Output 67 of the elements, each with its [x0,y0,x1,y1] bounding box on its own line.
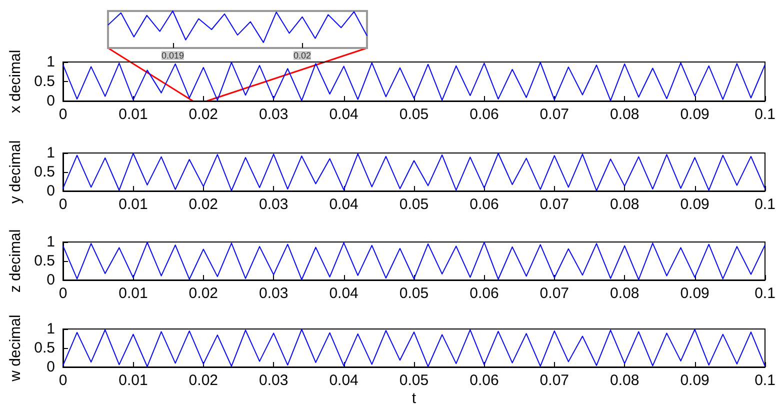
x-tick-label: 0.01 [118,196,148,213]
y-tick-label: 1 [46,320,55,338]
x-tick-label: 0.04 [329,106,358,123]
x-tick-label: 0.06 [470,196,499,213]
x-tick-label: 0.01 [118,285,148,302]
x-tick-label: 0.03 [259,285,288,302]
y-tick-label: 0 [46,182,55,200]
y-axis-title: y decimal [7,140,24,204]
x-tick-label: 0.02 [188,372,218,389]
x-tick-label: 0.09 [680,372,710,389]
x-tick-label: 0.08 [610,196,640,213]
x-tick-label: 0.08 [610,285,640,302]
x-tick-label: 0.01 [118,372,148,389]
x-tick-label: 0.09 [680,196,710,213]
x-tick-label: 0.06 [470,285,499,302]
y-tick-label: 0.5 [34,252,55,270]
y-axis-title: w decimal [7,314,24,382]
x-tick-label: 0 [58,106,68,123]
line-series [62,242,766,280]
x-tick-label: 0 [58,372,68,389]
x-tick-label: 0.03 [259,106,288,123]
x-tick-label: 0.08 [610,372,640,389]
x-tick-label: 0.09 [680,285,710,302]
x-tick-label: 0.07 [540,196,569,213]
y-tick-label: 0.5 [34,164,55,180]
y-tick-label: 1 [46,144,55,162]
x-tick-label: 0.04 [329,285,358,302]
y-tick-label: 0.5 [34,73,55,90]
x-tick-label: 0.1 [754,196,776,213]
x-tick-label: 0.05 [399,372,429,389]
y-axis-title: x decimal [7,50,24,114]
x-tick-label: 0.03 [259,196,288,213]
y-tick-label: 0.5 [34,340,55,356]
x-tick-label: 0.02 [188,285,218,302]
x-tick-label: 0.04 [329,196,358,213]
x-tick-label: 0.1 [754,285,776,302]
x-tick-label: 0.01 [118,106,148,123]
x-tick-label: 0.02 [293,50,312,60]
x-tick-label: 0.05 [399,106,429,123]
line-series [62,152,766,192]
x-tick-label: 0.02 [188,196,218,213]
y-tick-label: 1 [46,54,55,70]
x-tick-label: 0.019 [161,50,184,60]
x-tick-label: 0.05 [399,285,429,302]
x-tick-label: 0.07 [540,372,569,389]
line-series [62,328,766,368]
x-tick-label: 0 [58,196,68,213]
y-axis-title: z decimal [7,229,24,293]
x-tick-label: 0.02 [188,106,218,123]
x-tick-label: 0.08 [610,106,640,123]
y-tick-label: 0 [46,358,55,376]
y-tick-label: 0 [46,92,55,110]
x-tick-label: 0.03 [259,372,288,389]
y-tick-label: 0 [46,272,55,288]
x-tick-label: 0.1 [754,372,776,389]
y-tick-label: 1 [46,234,55,250]
x-axis-title: t [412,390,417,407]
x-tick-label: 0.06 [470,106,499,123]
x-tick-label: 0.09 [680,106,710,123]
x-tick-label: 0.1 [754,106,776,123]
x-tick-label: 0.07 [540,285,569,302]
line-series [62,62,766,102]
x-tick-label: 0.05 [399,196,429,213]
x-tick-label: 0.07 [540,106,569,123]
x-tick-label: 0.06 [470,372,499,389]
x-tick-label: 0 [58,285,68,302]
x-tick-label: 0.04 [329,372,358,389]
